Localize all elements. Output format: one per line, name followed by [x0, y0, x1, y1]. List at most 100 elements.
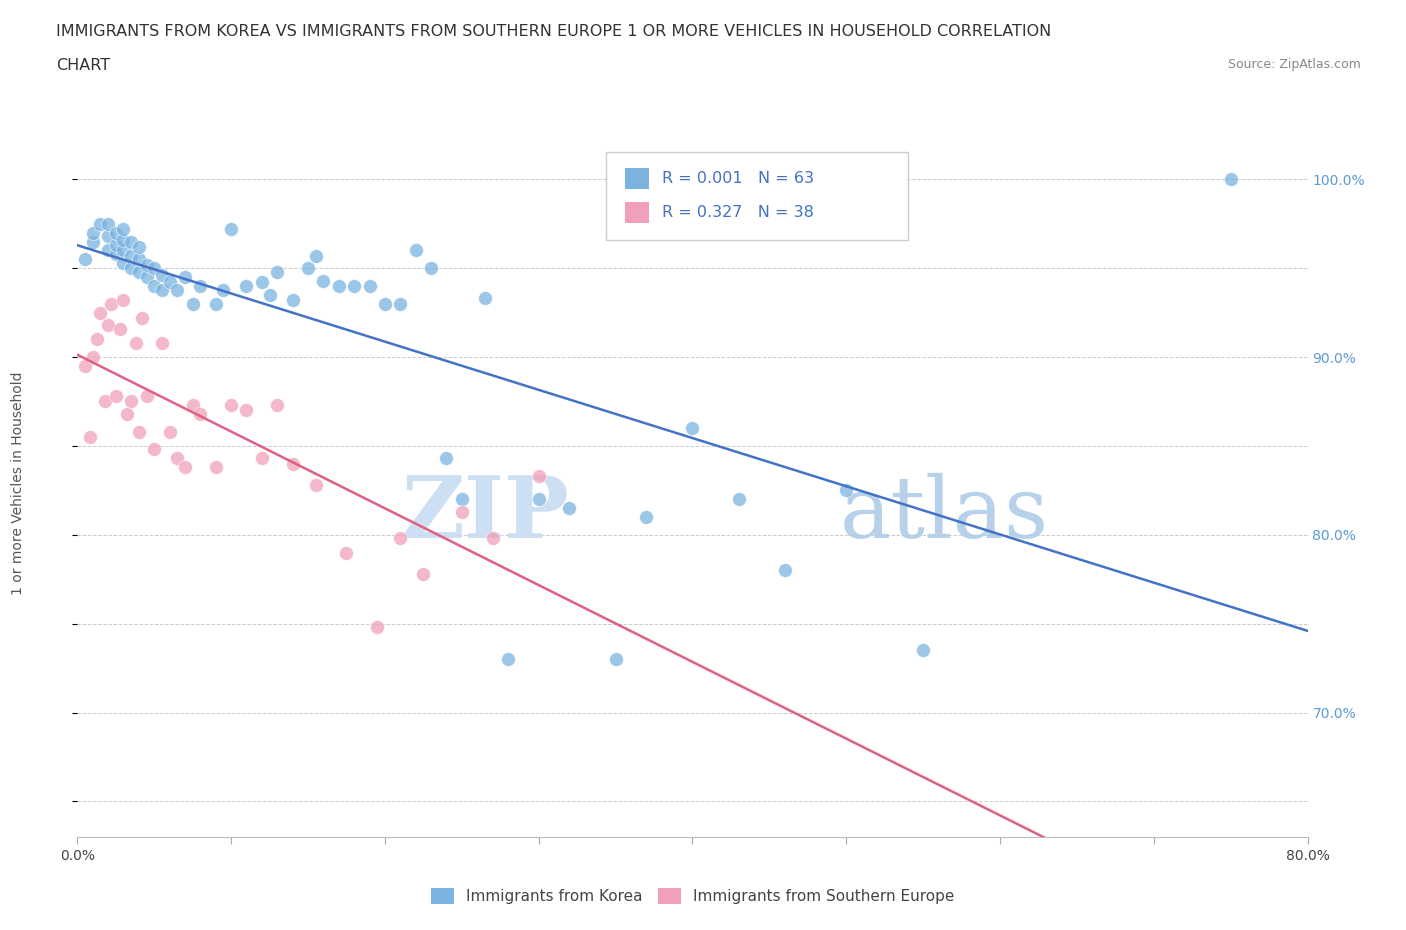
Text: R = 0.001   N = 63: R = 0.001 N = 63 — [662, 171, 814, 186]
Point — [159, 275, 181, 290]
Point — [104, 238, 127, 253]
Point — [73, 252, 96, 267]
Point — [474, 291, 496, 306]
Point — [727, 492, 749, 507]
Point — [405, 243, 427, 258]
Point — [89, 305, 111, 320]
Point — [104, 225, 127, 240]
FancyBboxPatch shape — [624, 202, 650, 222]
Point — [204, 459, 226, 474]
Point — [115, 406, 138, 421]
Point — [86, 332, 108, 347]
Point — [135, 270, 157, 285]
Point — [266, 398, 288, 413]
Point — [104, 389, 127, 404]
Point — [97, 217, 120, 232]
Point — [212, 282, 235, 297]
Point — [188, 278, 212, 293]
Point — [412, 566, 434, 581]
Point — [450, 492, 472, 507]
Point — [112, 232, 135, 247]
Point — [912, 643, 935, 658]
Text: ZIP: ZIP — [402, 472, 569, 556]
Point — [496, 652, 519, 667]
Point — [558, 500, 581, 515]
Point — [174, 270, 197, 285]
Point — [97, 229, 120, 244]
Point — [181, 297, 204, 312]
Point — [527, 492, 550, 507]
Point — [312, 273, 335, 288]
Point — [835, 483, 858, 498]
Text: IMMIGRANTS FROM KOREA VS IMMIGRANTS FROM SOUTHERN EUROPE 1 OR MORE VEHICLES IN H: IMMIGRANTS FROM KOREA VS IMMIGRANTS FROM… — [56, 24, 1052, 39]
Point — [79, 430, 101, 445]
Point — [305, 478, 328, 493]
Point — [266, 264, 288, 279]
Point — [181, 398, 204, 413]
Point — [135, 389, 157, 404]
Point — [343, 278, 366, 293]
Point — [250, 275, 273, 290]
FancyBboxPatch shape — [606, 153, 908, 240]
Point — [166, 451, 188, 466]
Point — [305, 248, 328, 263]
Point — [125, 336, 148, 351]
Point — [128, 264, 150, 279]
Point — [281, 457, 304, 472]
Point — [481, 531, 503, 546]
Point — [235, 403, 257, 418]
Point — [328, 278, 350, 293]
Point — [131, 311, 153, 325]
Point — [97, 318, 120, 333]
Point — [159, 424, 181, 439]
Point — [135, 258, 157, 272]
Point — [82, 225, 104, 240]
Point — [120, 394, 142, 409]
Point — [150, 336, 173, 351]
Point — [120, 248, 142, 263]
Point — [128, 424, 150, 439]
Point — [235, 278, 257, 293]
Point — [112, 221, 135, 236]
Point — [527, 469, 550, 484]
Text: R = 0.327   N = 38: R = 0.327 N = 38 — [662, 205, 814, 219]
Text: CHART: CHART — [56, 58, 110, 73]
Point — [73, 358, 96, 373]
Point — [250, 451, 273, 466]
Point — [112, 293, 135, 308]
Text: Source: ZipAtlas.com: Source: ZipAtlas.com — [1227, 58, 1361, 71]
Point — [143, 260, 166, 275]
Point — [188, 406, 212, 421]
Text: atlas: atlas — [841, 472, 1049, 555]
Point — [143, 442, 166, 457]
Point — [1219, 172, 1241, 187]
Point — [94, 394, 117, 409]
Point — [97, 243, 120, 258]
Point — [636, 510, 658, 525]
Point — [89, 217, 111, 232]
Legend: Immigrants from Korea, Immigrants from Southern Europe: Immigrants from Korea, Immigrants from S… — [425, 882, 960, 910]
Point — [112, 256, 135, 271]
Point — [420, 260, 443, 275]
Point — [773, 563, 796, 578]
Point — [281, 293, 304, 308]
FancyBboxPatch shape — [624, 167, 650, 189]
Point — [219, 221, 242, 236]
Point — [389, 531, 412, 546]
Point — [143, 278, 166, 293]
Point — [366, 619, 388, 634]
Point — [259, 287, 281, 302]
Point — [204, 297, 226, 312]
Point — [297, 260, 319, 275]
Point — [120, 234, 142, 249]
Point — [112, 243, 135, 258]
Point — [128, 252, 150, 267]
Point — [389, 297, 412, 312]
Point — [150, 282, 173, 297]
Point — [359, 278, 381, 293]
Point — [174, 459, 197, 474]
Point — [450, 504, 472, 519]
Point — [682, 420, 704, 435]
Point — [100, 297, 122, 312]
Point — [166, 282, 188, 297]
